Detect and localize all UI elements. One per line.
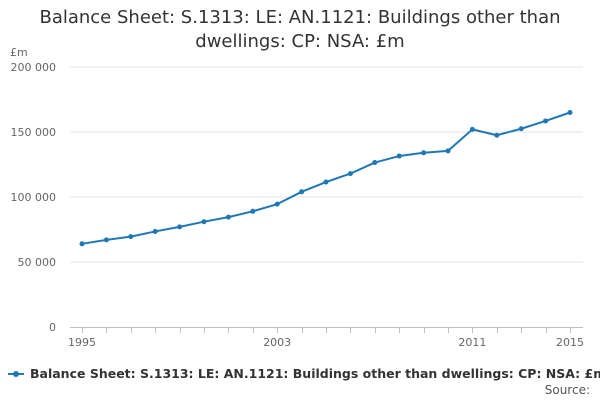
data-point	[323, 179, 329, 185]
data-point	[567, 110, 573, 115]
chart-title-line-1: Balance Sheet: S.1313: LE: AN.1121: Buil…	[39, 7, 561, 28]
data-point	[469, 126, 475, 132]
data-point	[79, 241, 85, 247]
data-point	[372, 160, 378, 166]
x-tick-label: 2015	[556, 336, 584, 349]
data-point	[347, 171, 353, 177]
data-point	[225, 214, 231, 220]
data-point	[494, 132, 500, 138]
x-tick-label: 1995	[68, 336, 96, 349]
data-point	[274, 201, 280, 207]
legend-item-label: Balance Sheet: S.1313: LE: AN.1121: Buil…	[30, 366, 600, 381]
legend-swatch-icon	[8, 368, 24, 380]
chart-title: Balance Sheet: S.1313: LE: AN.1121: Buil…	[0, 6, 600, 54]
data-point	[299, 189, 305, 195]
data-point	[518, 126, 524, 132]
data-point	[543, 118, 549, 124]
data-point	[250, 208, 256, 214]
data-point	[201, 219, 207, 225]
y-tick-label: 100 000	[11, 191, 57, 204]
data-point	[421, 150, 427, 156]
data-point	[396, 153, 402, 159]
y-tick-label: 0	[49, 321, 56, 334]
y-tick-label: 150 000	[11, 126, 57, 139]
y-tick-label: 200 000	[11, 61, 57, 74]
y-axis-label: £m	[10, 46, 28, 59]
source-label: Source:	[544, 383, 590, 397]
y-tick-label: 50 000	[18, 256, 57, 269]
data-point	[103, 237, 109, 243]
data-point	[152, 228, 158, 234]
data-point	[177, 224, 183, 230]
x-tick-label: 2003	[263, 336, 291, 349]
x-tick-label: 2011	[458, 336, 486, 349]
data-point	[128, 234, 134, 240]
chart-title-line-2: dwellings: CP: NSA: £m	[195, 31, 405, 52]
legend[interactable]: Balance Sheet: S.1313: LE: AN.1121: Buil…	[8, 366, 600, 381]
data-point	[445, 148, 451, 154]
